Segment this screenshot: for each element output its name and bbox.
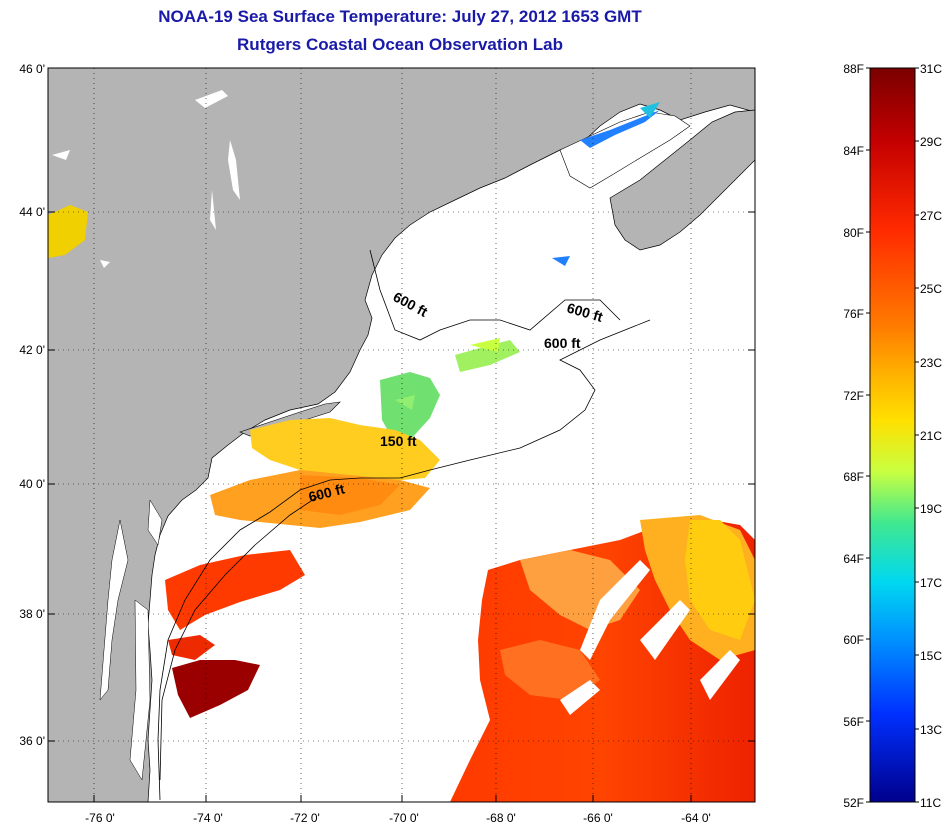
lat-label: 44 0' <box>19 205 45 219</box>
barrier-coast <box>129 599 151 781</box>
bathymetry-contours <box>157 249 651 801</box>
colorbar-c-label: 11C <box>920 796 941 810</box>
lon-label: -66 0' <box>583 811 613 825</box>
colorbar <box>869 67 916 803</box>
lon-label: -70 0' <box>389 811 419 825</box>
map-ticks <box>48 211 755 802</box>
colorbar-c-label: 19C <box>920 502 942 516</box>
colorbar-c-label: 13C <box>920 723 942 737</box>
colorbar-c-label: 23C <box>920 356 942 370</box>
colorbar-f-label: 52F <box>843 796 864 810</box>
colorbar-f-label: 60F <box>843 633 864 647</box>
colorbar-c-label: 31C <box>920 62 942 76</box>
sst-gulf-of-maine <box>380 102 660 440</box>
inland-lakes <box>52 90 240 268</box>
bay-of-fundy <box>559 111 691 189</box>
map-title: NOAA-19 Sea Surface Temperature: July 27… <box>158 7 642 26</box>
lon-label: -64 0' <box>681 811 711 825</box>
colorbar-c-label: 17C <box>920 576 942 590</box>
delaware-bay <box>147 499 163 546</box>
land-nova-scotia <box>609 109 755 251</box>
colorbar-f-label: 64F <box>843 552 864 566</box>
sst-shelf <box>165 418 440 718</box>
lat-label: 40 0' <box>19 477 45 491</box>
lat-label: 38 0' <box>19 607 45 621</box>
lon-label: -72 0' <box>290 811 320 825</box>
chesapeake-bay <box>99 519 129 701</box>
sst-patch-lake <box>48 205 88 258</box>
contour-label: 150 ft <box>380 433 417 449</box>
contour-label: 600 ft <box>544 335 581 351</box>
lon-label: -76 0' <box>85 811 115 825</box>
colorbar-f-label: 76F <box>843 307 864 321</box>
lat-label: 46 0' <box>19 62 45 76</box>
colorbar-f-label: 56F <box>843 715 864 729</box>
colorbar-c-label: 27C <box>920 209 942 223</box>
colorbar-f-label: 88F <box>843 62 864 76</box>
colorbar-c-label: 29C <box>920 135 942 149</box>
colorbar-f-label: 68F <box>843 470 864 484</box>
lat-label: 42 0' <box>19 343 45 357</box>
colorbar-f-label: 72F <box>843 389 864 403</box>
colorbar-c-label: 15C <box>920 649 942 663</box>
cloud-streaks <box>560 560 740 715</box>
lon-label: -74 0' <box>193 811 223 825</box>
colorbar-f-label: 84F <box>843 144 864 158</box>
colorbar-f-label: 80F <box>843 226 864 240</box>
map-subtitle: Rutgers Coastal Ocean Observation Lab <box>237 35 563 54</box>
colorbar-c-label: 25C <box>920 282 942 296</box>
colorbar-ticks <box>866 67 919 803</box>
lon-label: -68 0' <box>486 811 516 825</box>
lat-label: 36 0' <box>19 734 45 748</box>
colorbar-c-label: 21C <box>920 429 942 443</box>
